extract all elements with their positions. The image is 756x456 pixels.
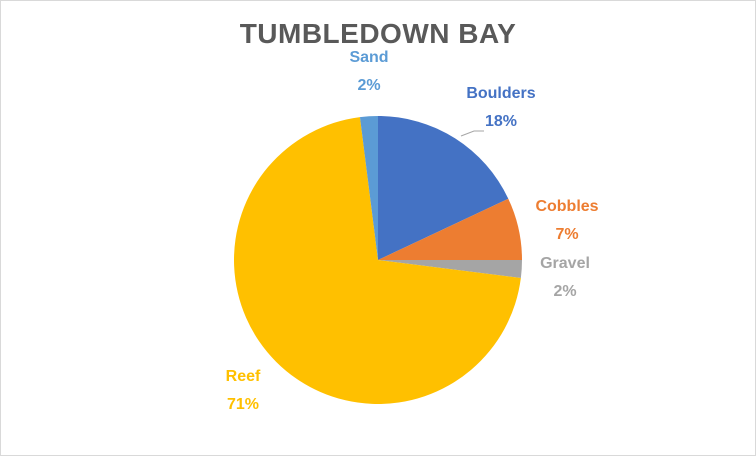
data-label-category: Cobbles <box>535 198 598 215</box>
data-label-category: Sand <box>349 49 388 66</box>
leader-line-boulders <box>460 130 484 137</box>
pie-slice-boulders <box>378 116 509 260</box>
data-label-gravel: Gravel 2% <box>540 255 590 300</box>
chart-title: TUMBLEDOWN BAY <box>239 18 517 49</box>
data-label-cobbles: Cobbles 7% <box>535 198 598 243</box>
data-label-value: 71% <box>227 396 259 413</box>
pie-slice-reef <box>233 117 521 405</box>
data-label-value: 2% <box>357 77 380 94</box>
pie-slice-sand <box>359 116 378 260</box>
data-label-value: 18% <box>485 113 517 130</box>
data-label-reef: Reef 71% <box>226 368 261 413</box>
data-label-boulders: Boulders 18% <box>466 85 535 130</box>
data-label-category: Reef <box>226 368 261 385</box>
pie-slice-gravel <box>378 260 522 279</box>
pie-slice-cobbles <box>378 198 522 260</box>
data-label-sand: Sand 2% <box>349 49 388 94</box>
data-label-category: Gravel <box>540 255 590 272</box>
data-label-value: 2% <box>553 283 576 300</box>
pie-slices <box>233 116 522 405</box>
data-label-category: Boulders <box>466 85 535 102</box>
leader-lines <box>460 130 484 137</box>
data-label-value: 7% <box>555 226 578 243</box>
data-labels: Boulders 18% Cobbles 7% Gravel 2% Reef 71% Sand 2… <box>226 49 599 413</box>
